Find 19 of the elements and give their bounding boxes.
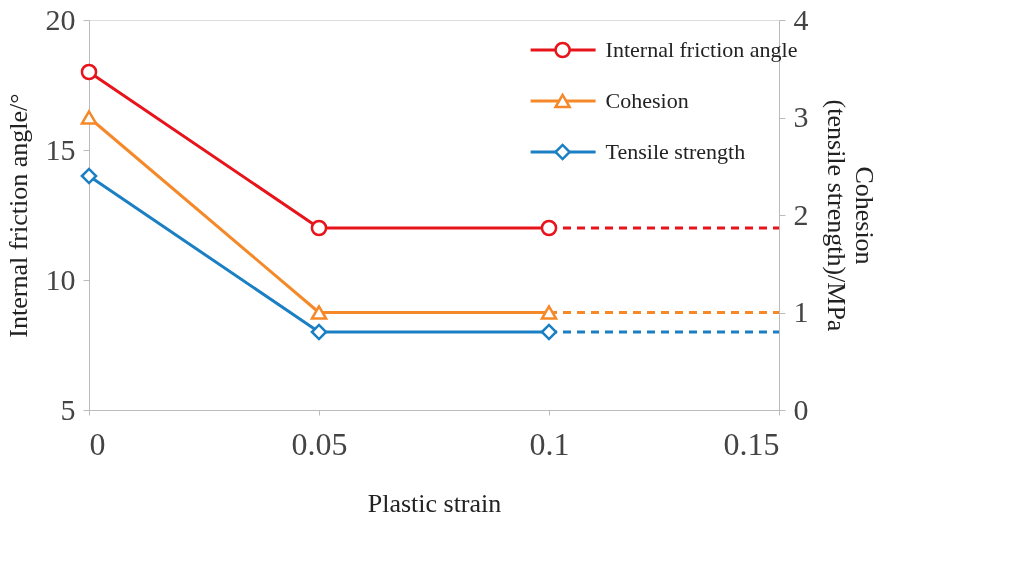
x-tick-label: 0.05 [291,425,348,462]
y2-tick-label: 1 [793,295,809,328]
y2-tick-label: 4 [793,2,809,36]
y-tick-label: 5 [60,392,76,426]
y2-tick-label: 3 [793,100,809,133]
x-tick-label: 0.1 [529,425,570,462]
y-axis-title: Internal friction angle/° [3,93,33,338]
y2-tick-label: 2 [793,197,809,231]
legend-label: Tensile strength [605,139,746,164]
x-tick-label: 0.15 [723,425,780,462]
legend-label: Cohesion [605,88,689,113]
y-tick-label: 20 [45,2,76,36]
x-axis-title: Plastic strain [367,488,502,518]
y-tick-label: 10 [45,262,76,296]
y-tick-label: 15 [45,132,76,166]
legend-label: Internal friction angle [605,37,798,62]
y2-axis-title: Cohesion (tensile strength)/MPa [821,99,879,332]
x-tick-label: 0 [89,425,106,462]
y2-tick-label: 0 [793,392,809,426]
